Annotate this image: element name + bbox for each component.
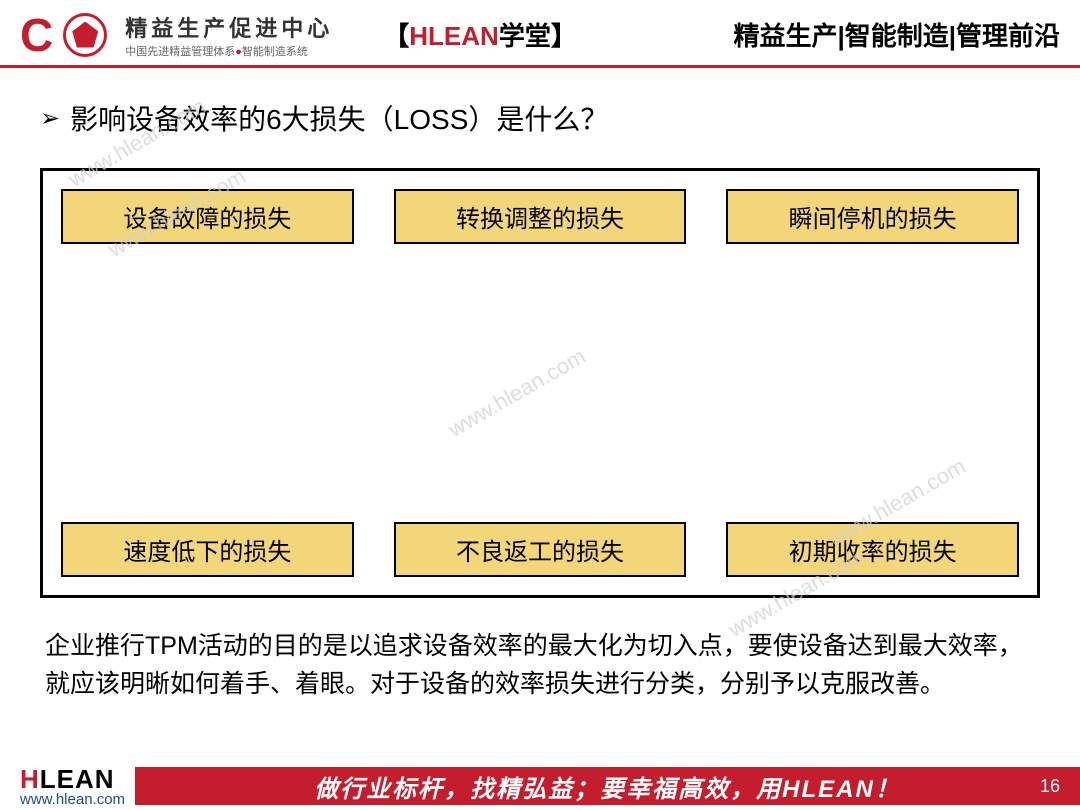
loss-row-bottom: 速度低下的损失 不良返工的损失 初期收率的损失	[61, 522, 1019, 577]
arrow-right-icon: ➢	[40, 104, 60, 133]
footer-logo-lean: LEAN	[40, 764, 115, 794]
header-right: 精益生产|智能制造|管理前沿	[733, 16, 1060, 53]
loss-box-5: 不良返工的损失	[394, 522, 687, 577]
footer: HLEAN www.hlean.com 做行业标杆，找精弘益；要幸福高效，用HL…	[0, 762, 1080, 810]
footer-url: www.hlean.com	[20, 791, 125, 808]
brand-text: 精益生产促进中心 中国先进精益管理体系●智能制造系统	[125, 11, 333, 59]
content: ➢ 影响设备效率的6大损失（LOSS）是什么？ 设备故障的损失 转换调整的损失 …	[0, 68, 1080, 703]
loss-box-3: 瞬间停机的损失	[726, 189, 1019, 244]
loss-box-1: 设备故障的损失	[61, 189, 354, 244]
page-number: 16	[1040, 776, 1060, 797]
brand-main: 精益生产促进中心	[125, 11, 333, 43]
loss-container: 设备故障的损失 转换调整的损失 瞬间停机的损失 速度低下的损失 不良返工的损失 …	[40, 168, 1040, 598]
loss-box-2: 转换调整的损失	[394, 189, 687, 244]
logo-c-icon: C	[20, 12, 53, 58]
footer-slogan: 做行业标杆，找精弘益；要幸福高效，用HLEAN！	[314, 769, 901, 804]
loss-box-6: 初期收率的损失	[726, 522, 1019, 577]
footer-bar: 做行业标杆，找精弘益；要幸福高效，用HLEAN！ 16	[135, 767, 1080, 805]
brand-sub: 中国先进精益管理体系●智能制造系统	[125, 43, 333, 59]
logo-area: C 精益生产促进中心 中国先进精益管理体系●智能制造系统	[20, 11, 333, 59]
header: C 精益生产促进中心 中国先进精益管理体系●智能制造系统 【HLEAN学堂】 精…	[0, 0, 1080, 68]
logo-circle-icon	[63, 13, 107, 57]
question-title: ➢ 影响设备效率的6大损失（LOSS）是什么？	[40, 98, 1040, 138]
header-center: 【HLEAN学堂】	[383, 16, 577, 53]
description-text: 企业推行TPM活动的目的是以追求设备效率的最大化为切入点，要使设备达到最大效率，…	[40, 628, 1040, 703]
loss-box-4: 速度低下的损失	[61, 522, 354, 577]
footer-logo: HLEAN www.hlean.com	[0, 764, 135, 808]
loss-row-top: 设备故障的损失 转换调整的损失 瞬间停机的损失	[61, 189, 1019, 244]
footer-logo-h: H	[20, 764, 40, 794]
